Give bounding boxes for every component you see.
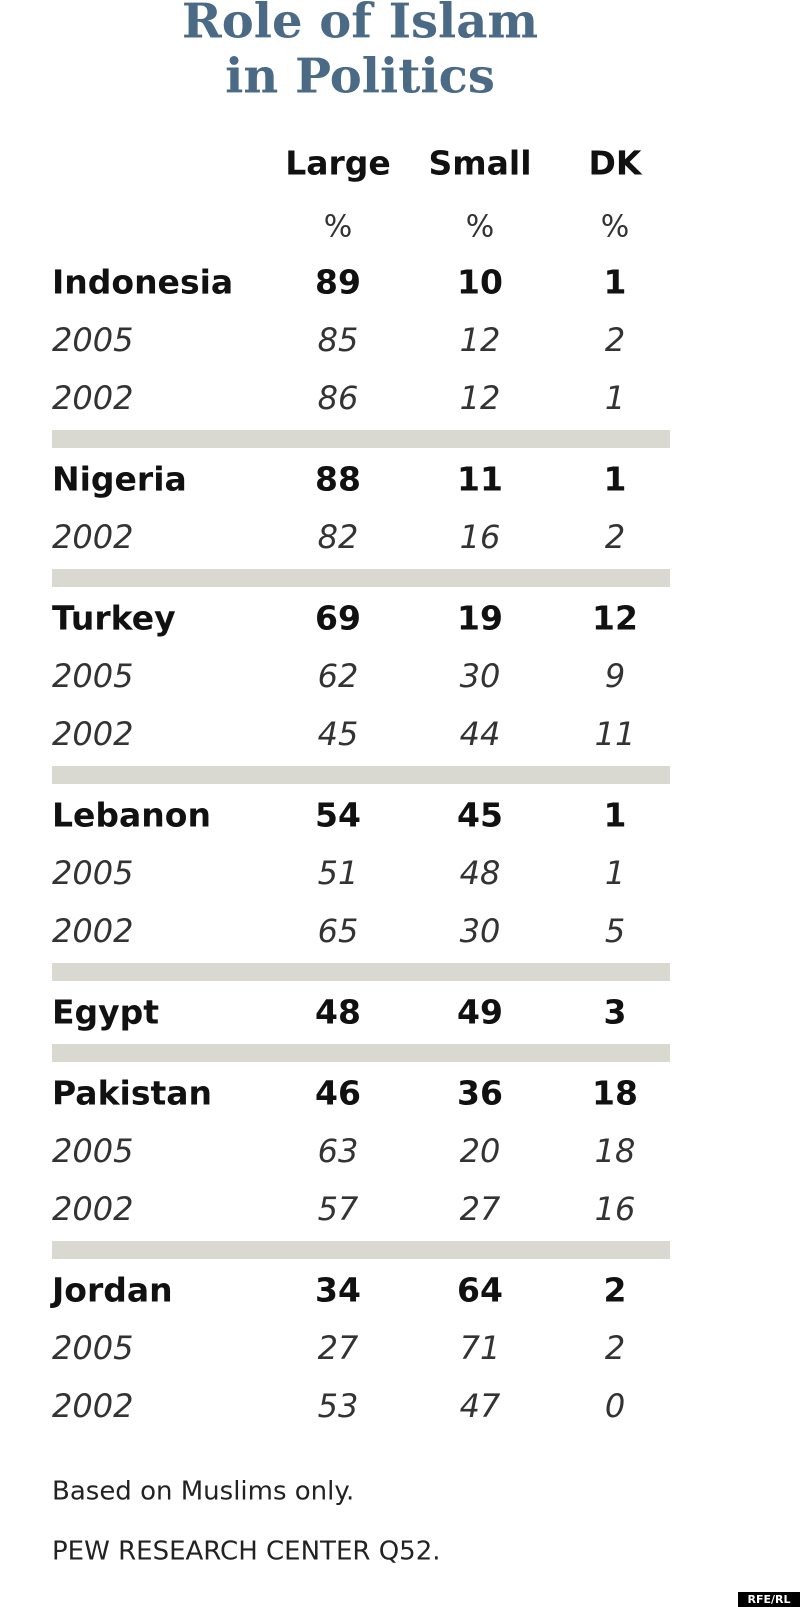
cell-value: 49 [457, 993, 503, 1032]
year-label: 2002 [52, 379, 133, 417]
cell-value: 62 [318, 657, 359, 695]
cell-value: 1 [604, 796, 627, 835]
cell-value: 18 [595, 1132, 636, 1170]
cell-value: 2 [605, 321, 625, 359]
cell-value: 10 [457, 263, 503, 302]
cell-value: 47 [460, 1387, 501, 1425]
country-label: Lebanon [52, 796, 211, 835]
unit-label: % [466, 210, 495, 245]
cell-value: 46 [315, 1074, 361, 1113]
unit-label: % [324, 210, 353, 245]
cell-value: 57 [318, 1190, 359, 1228]
year-label: 2005 [52, 321, 133, 359]
cell-value: 48 [315, 993, 361, 1032]
cell-value: 69 [315, 599, 361, 638]
unit-label: % [601, 210, 630, 245]
cell-value: 86 [318, 379, 359, 417]
cell-value: 85 [318, 321, 359, 359]
year-label: 2005 [52, 1329, 133, 1367]
cell-value: 16 [595, 1190, 636, 1228]
footnote: PEW RESEARCH CENTER Q52. [52, 1537, 441, 1567]
cell-value: 45 [457, 796, 503, 835]
cell-value: 9 [605, 657, 625, 695]
cell-value: 2 [605, 1329, 625, 1367]
cell-value: 30 [460, 912, 501, 950]
country-label: Turkey [52, 599, 176, 638]
cell-value: 2 [604, 1271, 627, 1310]
cell-value: 82 [318, 518, 359, 556]
year-label: 2002 [52, 715, 133, 753]
watermark-box [738, 1592, 800, 1607]
cell-value: 30 [460, 657, 501, 695]
cell-value: 34 [315, 1271, 361, 1310]
year-label: 2002 [52, 912, 133, 950]
cell-value: 71 [460, 1329, 501, 1367]
cell-value: 11 [595, 715, 636, 753]
cell-value: 1 [604, 263, 627, 302]
watermark: RFE/RL [748, 1593, 791, 1606]
country-label: Pakistan [52, 1074, 212, 1113]
cell-value: 48 [460, 854, 501, 892]
year-label: 2002 [52, 1387, 133, 1425]
separator-bar [52, 963, 670, 981]
cell-value: 12 [460, 321, 501, 359]
cell-value: 51 [318, 854, 359, 892]
year-label: 2005 [52, 1132, 133, 1170]
cell-value: 88 [315, 460, 361, 499]
footnote: Based on Muslims only. [52, 1477, 354, 1507]
cell-value: 20 [460, 1132, 501, 1170]
cell-value: 89 [315, 263, 361, 302]
separator-bar [52, 569, 670, 587]
cell-value: 63 [318, 1132, 359, 1170]
cell-value: 12 [460, 379, 501, 417]
cell-value: 1 [605, 379, 625, 417]
separator-bar [52, 766, 670, 784]
cell-value: 45 [318, 715, 359, 753]
cell-value: 65 [318, 912, 359, 950]
country-label: Indonesia [52, 263, 233, 302]
year-label: 2002 [52, 1190, 133, 1228]
cell-value: 11 [457, 460, 503, 499]
column-header: Large [285, 144, 391, 183]
cell-value: 27 [318, 1329, 359, 1367]
year-label: 2005 [52, 657, 133, 695]
separator-bar [52, 430, 670, 448]
title-line: in Politics [225, 49, 495, 105]
cell-value: 64 [457, 1271, 503, 1310]
cell-value: 3 [604, 993, 627, 1032]
cell-value: 2 [605, 518, 625, 556]
cell-value: 27 [460, 1190, 501, 1228]
cell-value: 54 [315, 796, 361, 835]
cell-value: 1 [604, 460, 627, 499]
cell-value: 16 [460, 518, 501, 556]
cell-value: 0 [605, 1387, 625, 1425]
cell-value: 18 [592, 1074, 638, 1113]
country-label: Nigeria [52, 460, 187, 499]
cell-value: 53 [318, 1387, 359, 1425]
cell-value: 44 [460, 715, 501, 753]
separator-bar [52, 1044, 670, 1062]
country-label: Egypt [52, 993, 159, 1032]
cell-value: 5 [605, 912, 625, 950]
cell-value: 1 [605, 854, 625, 892]
column-header: DK [589, 144, 643, 183]
title-line: Role of Islam [182, 0, 538, 50]
cell-value: 36 [457, 1074, 503, 1113]
column-header: Small [428, 144, 531, 183]
year-label: 2002 [52, 518, 133, 556]
separator-bar [52, 1241, 670, 1259]
country-label: Jordan [50, 1271, 173, 1310]
cell-value: 12 [592, 599, 638, 638]
cell-value: 19 [457, 599, 503, 638]
year-label: 2005 [52, 854, 133, 892]
